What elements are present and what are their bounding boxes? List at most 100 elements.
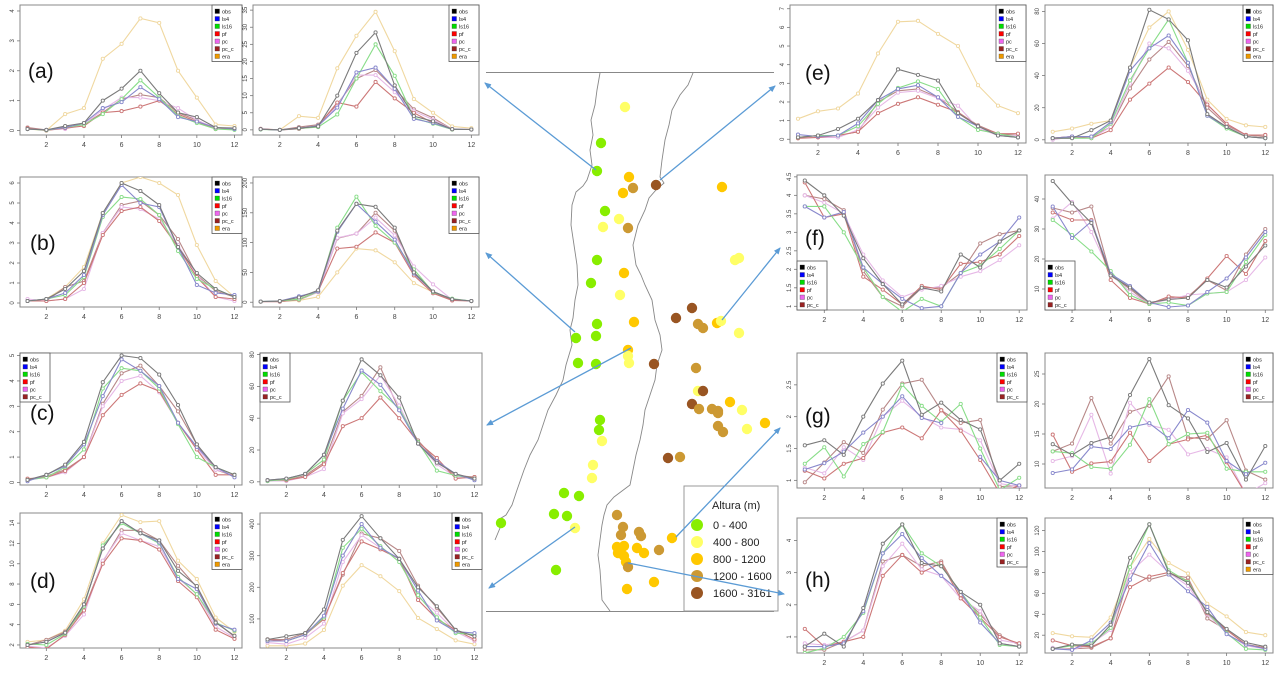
data-point-pc <box>1243 277 1248 283</box>
data-point-pc <box>1166 427 1171 432</box>
data-point-obs <box>1108 273 1113 278</box>
x-tick-label: 2 <box>44 655 48 662</box>
data-point-pf <box>880 573 885 578</box>
station-point <box>596 435 608 447</box>
plot-frame <box>19 512 243 649</box>
series-group <box>1050 7 1268 142</box>
x-tick-label: 6 <box>360 492 364 499</box>
x-tick-label: 2 <box>284 492 288 499</box>
data-point-obs <box>81 439 87 444</box>
data-point-obs <box>1070 136 1075 141</box>
x-tick-label: 4 <box>82 492 86 499</box>
station-point <box>666 532 678 544</box>
data-point-obs <box>430 119 436 124</box>
data-point-ls4 <box>100 106 105 111</box>
x-tick-label: 10 <box>974 150 982 157</box>
series-line-pc <box>27 375 235 481</box>
data-point-ls16 <box>138 196 143 202</box>
data-point-era <box>453 638 458 643</box>
legend-swatch-pc_c <box>1245 46 1251 52</box>
data-point-pc <box>939 425 944 430</box>
data-point-era <box>1108 615 1113 620</box>
plot-frame <box>796 174 1028 311</box>
connector-arrow <box>485 252 576 333</box>
connector-arrow <box>721 247 781 321</box>
legend-swatch-ls4 <box>22 364 28 370</box>
y-tick-label: 0 <box>243 300 249 304</box>
station-point <box>621 583 633 595</box>
series-line-ls16 <box>27 522 235 646</box>
x-tick-label: 2 <box>278 142 282 149</box>
data-point-pc <box>359 533 364 538</box>
legend-swatch-pc <box>1245 38 1251 44</box>
data-point-pf <box>900 425 905 430</box>
data-point-pf <box>100 561 105 566</box>
data-point-obs <box>802 178 807 183</box>
data-point-pf <box>1224 121 1229 126</box>
x-tick-label: 12 <box>1261 317 1269 324</box>
station-point <box>495 517 507 529</box>
y-tick-label: 10 <box>1035 285 1041 292</box>
legend-swatch-ls16 <box>214 23 220 29</box>
data-point-obs <box>1050 442 1055 447</box>
series-line-obs <box>267 515 475 641</box>
data-point-ls4 <box>340 553 345 558</box>
legend-swatch-ls4 <box>1047 272 1053 278</box>
panel-label: (e) <box>805 62 831 85</box>
legend-label: ls16 <box>30 373 40 379</box>
legend-swatch-ls16 <box>451 195 457 201</box>
legend-swatch-obs <box>214 180 220 186</box>
data-point-ls16 <box>1243 646 1248 651</box>
station-point <box>733 327 745 339</box>
x-tick-label: 4 <box>82 655 86 662</box>
data-point-obs <box>822 631 827 636</box>
data-point-pf <box>895 101 901 106</box>
legend-swatch-obs <box>799 264 805 270</box>
x-tick-label: 12 <box>1015 317 1023 324</box>
data-point-pf <box>1108 128 1113 133</box>
x-tick-label: 8 <box>157 142 161 149</box>
panel-label: (a) <box>28 60 54 83</box>
station-point <box>617 521 629 533</box>
data-point-obs <box>1147 7 1152 12</box>
data-point-pc <box>880 564 885 569</box>
legend-label: ls4 <box>459 189 466 195</box>
data-point-ls16 <box>822 445 827 450</box>
data-point-ls4 <box>359 522 364 527</box>
data-point-ls4 <box>194 119 199 124</box>
data-point-pf <box>1185 79 1191 85</box>
data-point-era <box>175 192 181 198</box>
data-point-obs <box>1070 201 1075 206</box>
data-point-obs <box>1224 124 1229 130</box>
data-point-era <box>392 260 397 265</box>
data-point-obs <box>265 478 270 483</box>
legend-label: pf <box>462 540 467 546</box>
y-tick-label: 1 <box>10 455 16 459</box>
series-line-pc_c <box>260 69 472 131</box>
legend-swatch-pc <box>1047 294 1053 300</box>
legend-swatch-pc_c <box>214 218 220 224</box>
series-line-ls4 <box>1052 541 1266 651</box>
data-point-obs <box>958 417 963 422</box>
y-tick-label: 2 <box>10 68 16 72</box>
legend-swatch-ls16 <box>454 531 460 537</box>
x-tick-label: 4 <box>322 492 326 499</box>
data-point-era <box>1070 126 1075 131</box>
data-point-ls16 <box>1224 289 1229 295</box>
data-point-era <box>975 83 981 88</box>
data-point-ls16 <box>354 194 359 199</box>
data-point-pf <box>1108 636 1113 641</box>
y-tick-label: 5 <box>243 110 249 114</box>
data-point-era <box>340 583 345 588</box>
legend-swatch-pc <box>1245 386 1251 392</box>
legend-swatch-ls4 <box>998 16 1004 22</box>
legend-label: era <box>1253 55 1262 61</box>
series-line-pf <box>27 537 235 648</box>
data-point-obs <box>1127 555 1133 560</box>
data-point-pf <box>1108 277 1113 283</box>
